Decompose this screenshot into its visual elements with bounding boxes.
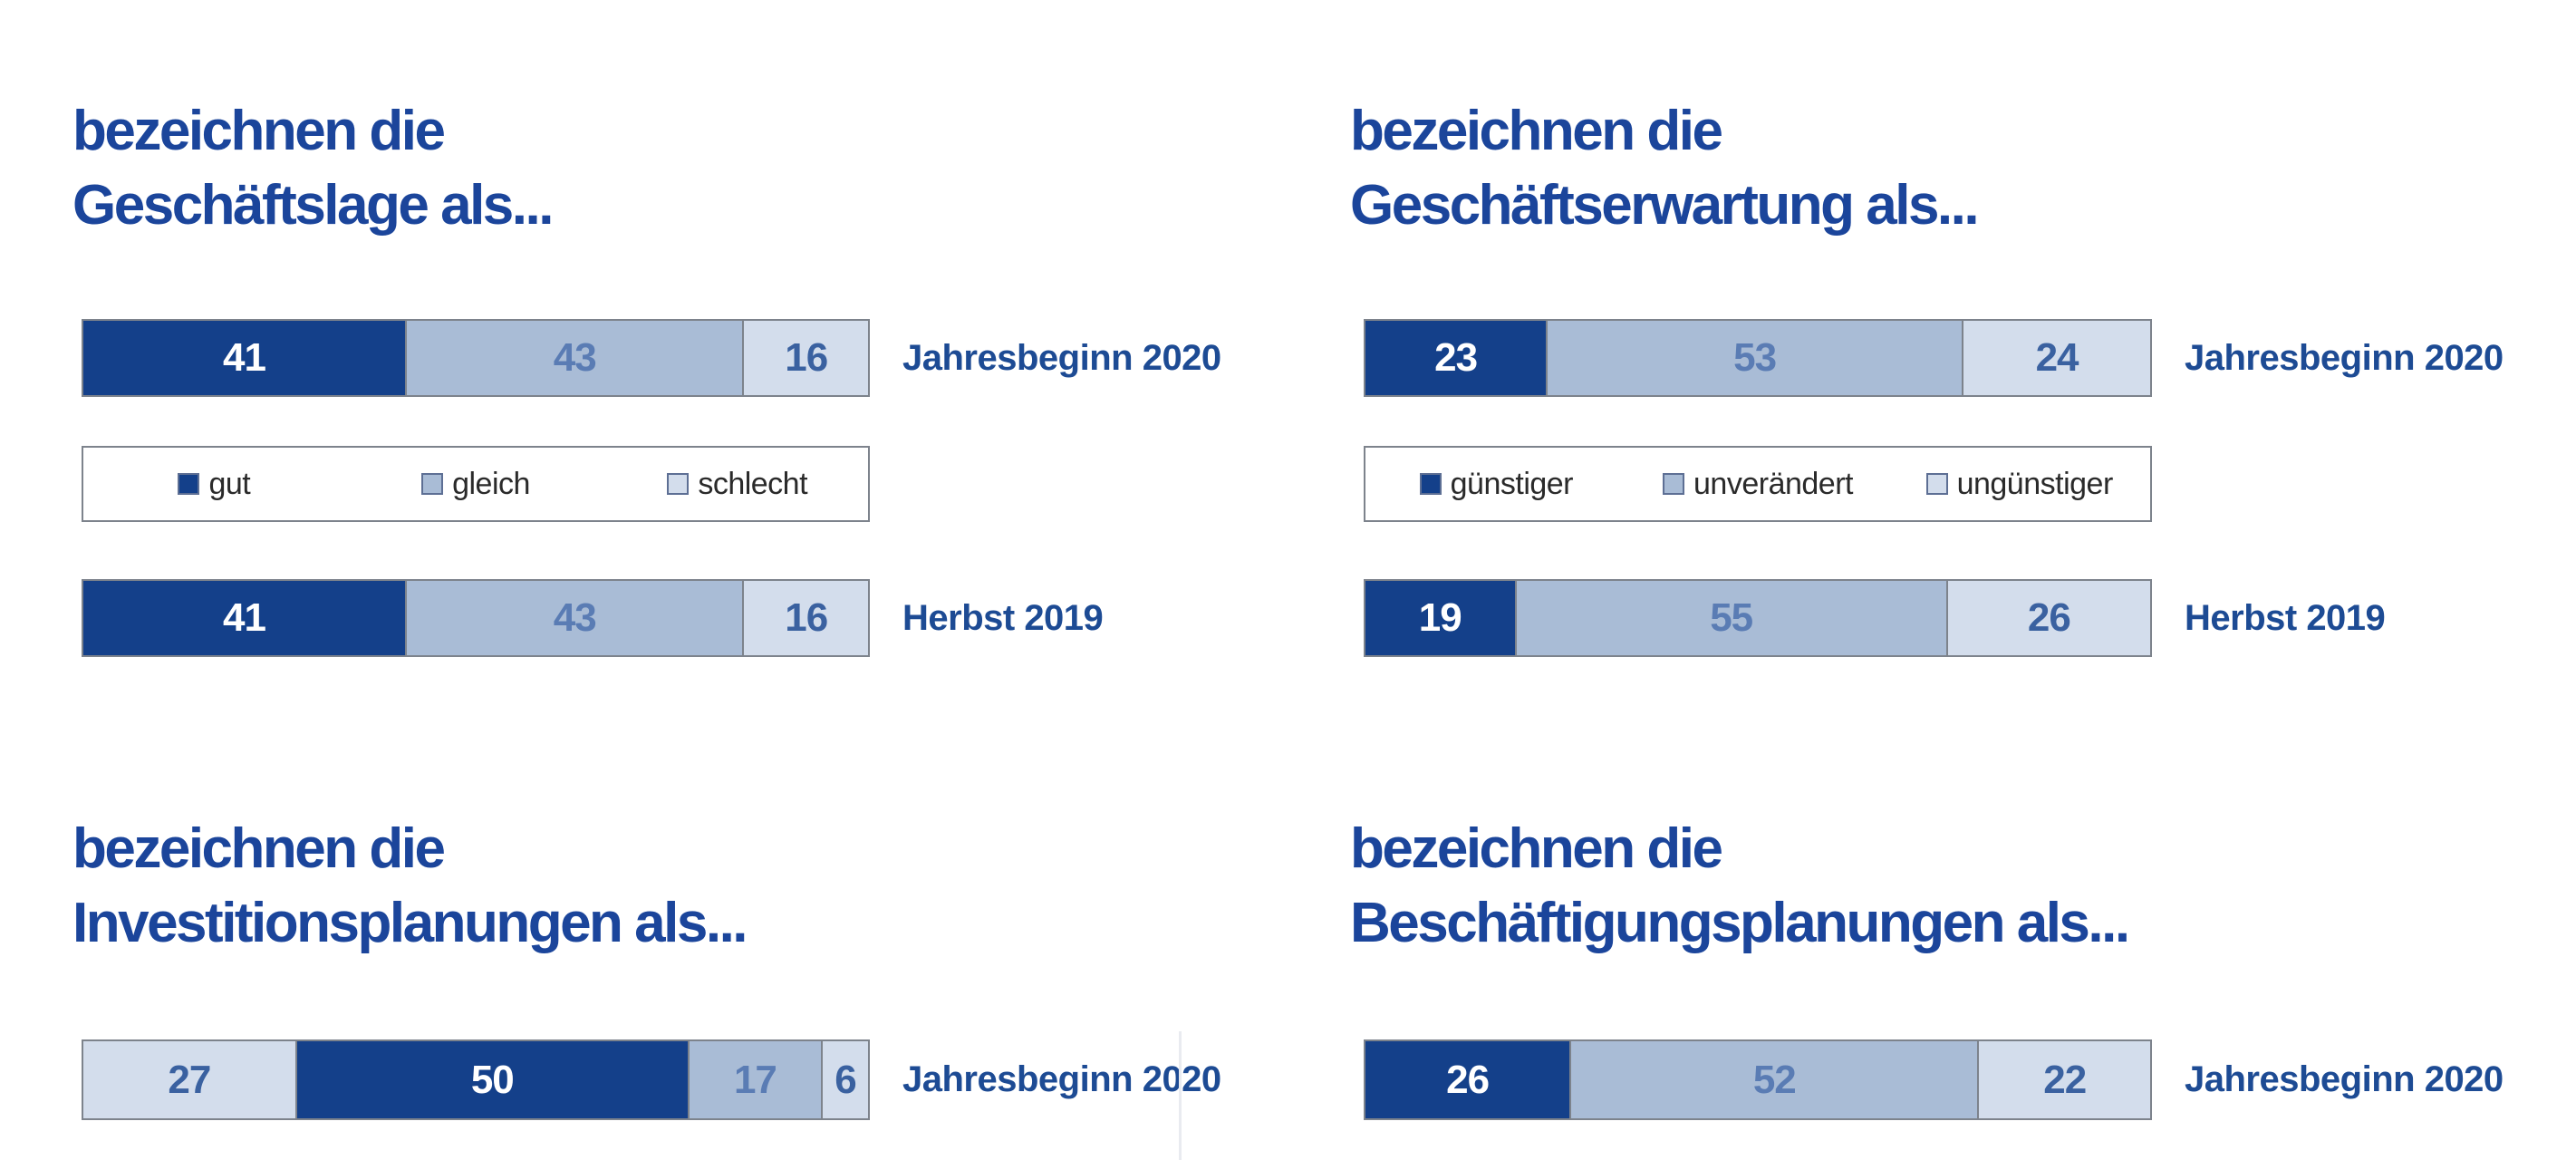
segment-value: 26 [1446,1057,1490,1102]
legend-label: unverändert [1693,466,1853,501]
legend-swatch-light [1925,473,1948,495]
legend-item-gut: gut [83,467,345,502]
legend-swatch-dark [178,473,200,495]
bar-geschaeftserwartung-herbst-2019: 19 55 26 [1364,579,2152,657]
legend-geschaeftslage: gut gleich schlecht [82,446,870,522]
bar-segment-1: 26 [1365,1041,1570,1118]
legend-swatch-mid [421,473,444,495]
bar-segment-unguenstiger: 26 [1945,581,2150,655]
legend-item-gleich: gleich [345,467,607,502]
title-line-2: Geschäftslage als... [72,173,554,237]
row-label-jahresbeginn-2020: Jahresbeginn 2020 [902,1059,1221,1099]
title-line-1: bezeichnen die [1350,817,1723,880]
bar-segment-4: 6 [821,1041,868,1118]
segment-value: 16 [785,595,828,640]
segment-value: 50 [470,1057,515,1102]
segment-value: 53 [1733,335,1777,380]
bar-geschaeftslage-jahresbeginn-2020: 41 43 16 [82,319,870,397]
title-line-2: Geschäftserwartung als... [1350,173,1980,237]
segment-value: 24 [2035,335,2079,380]
legend-item-schlecht: schlecht [606,467,868,502]
bar-geschaeftslage-herbst-2019: 41 43 16 [82,579,870,657]
bar-segment-schlecht: 16 [742,581,868,655]
title-line-2: Beschäftigungsplanungen als... [1350,891,2130,954]
bar-segment-guenstiger: 23 [1365,321,1547,395]
legend-swatch-dark [1419,473,1442,495]
segment-value: 43 [553,335,597,380]
chart-title-investitionsplanungen: bezeichnen die Investitionsplanungen als… [72,812,748,961]
legend-label: günstiger [1450,466,1574,501]
bar-segment-gut: 41 [83,581,406,655]
title-line-1: bezeichnen die [72,817,446,880]
segment-value: 41 [223,595,266,640]
chart-title-geschaeftslage: bezeichnen die Geschäftslage als... [72,94,554,243]
bar-segment-1: 27 [83,1041,295,1118]
row-label-herbst-2019: Herbst 2019 [2185,597,2386,638]
bar-segment-gleich: 43 [405,321,743,395]
bar-beschaeftigungsplanungen-jahresbeginn-2020: 26 52 22 [1364,1039,2152,1120]
segment-value: 19 [1418,595,1462,640]
row-label-jahresbeginn-2020: Jahresbeginn 2020 [902,337,1221,378]
bar-segment-3: 17 [687,1041,822,1118]
legend-item-guenstiger: günstiger [1365,467,1627,502]
bar-investitionsplanungen-jahresbeginn-2020: 27 50 17 6 [82,1039,870,1120]
bar-segment-3: 22 [1977,1041,2150,1118]
title-line-1: bezeichnen die [72,100,446,162]
bar-segment-guenstiger: 19 [1365,581,1515,655]
row-label-herbst-2019: Herbst 2019 [902,597,1104,638]
segment-value: 43 [553,595,597,640]
legend-swatch-mid [1663,473,1685,495]
row-label-jahresbeginn-2020: Jahresbeginn 2020 [2185,1059,2504,1099]
bar-segment-unveraendert: 55 [1514,581,1946,655]
bar-segment-schlecht: 16 [742,321,868,395]
bar-segment-2: 52 [1569,1041,1978,1118]
title-line-2: Investitionsplanungen als... [72,891,748,954]
row-label-jahresbeginn-2020: Jahresbeginn 2020 [2185,337,2504,378]
bar-segment-gut: 41 [83,321,406,395]
segment-value: 16 [785,335,828,380]
legend-label: ungünstiger [1956,466,2114,501]
chart-title-geschaeftserwartung: bezeichnen die Geschäftserwartung als... [1350,94,1980,243]
legend-label: gleich [452,466,530,501]
title-line-1: bezeichnen die [1350,100,1723,162]
chart-title-beschaeftigungsplanungen: bezeichnen die Beschäftigungsplanungen a… [1350,812,2130,961]
bar-segment-gleich: 43 [405,581,743,655]
segment-value: 22 [2043,1057,2087,1102]
bar-segment-unveraendert: 53 [1546,321,1963,395]
legend-item-unveraendert: unverändert [1627,467,1889,502]
column-divider [1179,1031,1182,1160]
segment-value: 17 [733,1057,777,1102]
segment-value: 27 [168,1057,211,1102]
segment-value: 55 [1710,595,1753,640]
legend-label: gut [208,466,251,501]
legend-geschaeftserwartung: günstiger unverändert ungünstiger [1364,446,2152,522]
legend-label: schlecht [698,466,808,501]
segment-value: 41 [223,335,266,380]
bar-geschaeftserwartung-jahresbeginn-2020: 23 53 24 [1364,319,2152,397]
bar-segment-unguenstiger: 24 [1962,321,2150,395]
legend-item-unguenstiger: ungünstiger [1888,467,2150,502]
segment-value: 52 [1752,1057,1797,1102]
segment-value: 6 [835,1057,857,1102]
segment-value: 23 [1434,335,1478,380]
bar-segment-2: 50 [294,1041,688,1118]
legend-swatch-light [667,473,690,495]
segment-value: 26 [2027,595,2071,640]
